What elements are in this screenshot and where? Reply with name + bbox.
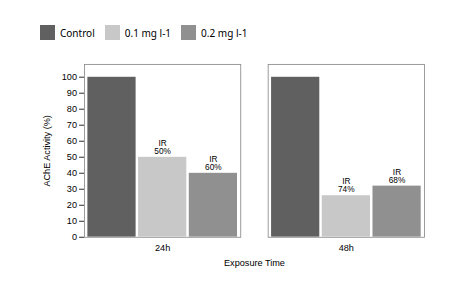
svg-text:20: 20 xyxy=(67,200,77,210)
svg-text:IR68%: IR68% xyxy=(389,167,406,185)
svg-text:100: 100 xyxy=(62,72,77,82)
svg-text:40: 40 xyxy=(67,168,77,178)
html-text:0.1 mg l-1: 0.1 mg l-1 xyxy=(124,25,172,40)
svg-text:IR50%: IR50% xyxy=(154,138,171,156)
svg-text:60: 60 xyxy=(67,136,77,146)
svg-text:24h: 24h xyxy=(155,243,170,253)
svg-text:50: 50 xyxy=(67,152,77,162)
svg-text:10: 10 xyxy=(67,216,77,226)
svg-text:AChE Activity (%): AChE Activity (%) xyxy=(42,115,52,187)
html-text:0.2 mg l-1: 0.2 mg l-1 xyxy=(201,25,248,40)
svg-text:90: 90 xyxy=(67,88,77,98)
html-text:Control: Control xyxy=(60,25,95,40)
svg-text:0: 0 xyxy=(72,232,77,242)
svg-text:30: 30 xyxy=(67,184,77,194)
svg-text:80: 80 xyxy=(67,104,77,114)
svg-text:70: 70 xyxy=(67,120,77,130)
svg-text:Exposure Time: Exposure Time xyxy=(224,258,285,268)
svg-text:48h: 48h xyxy=(339,243,354,253)
svg-text:IR74%: IR74% xyxy=(338,176,355,194)
svg-text:IR60%: IR60% xyxy=(205,154,222,172)
